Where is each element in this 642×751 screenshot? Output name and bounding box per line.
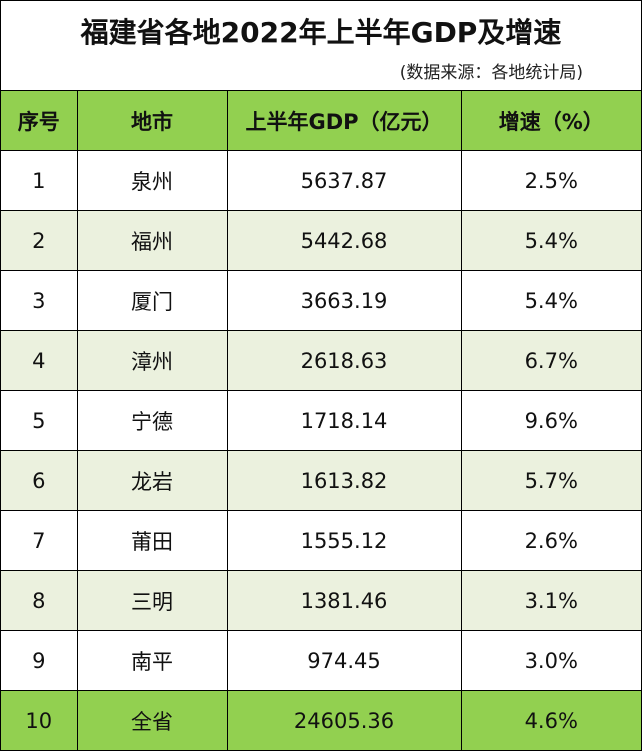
- cell-city: 宁德: [76, 390, 228, 451]
- cell-growth: 4.6%: [460, 690, 641, 750]
- cell-city: 泉州: [76, 150, 228, 211]
- cell-city: 漳州: [76, 330, 228, 391]
- cell-growth: 5.4%: [460, 210, 641, 271]
- cell-city: 龙岩: [76, 450, 228, 511]
- header-growth: 增速（%）: [460, 91, 641, 151]
- table-header-row: 序号 地市 上半年GDP（亿元） 增速（%）: [1, 91, 641, 151]
- table-row: 6 龙岩 1613.82 5.7%: [1, 450, 641, 511]
- table-row: 1 泉州 5637.87 2.5%: [1, 150, 641, 211]
- cell-index: 9: [1, 630, 78, 691]
- header-city: 地市: [76, 91, 228, 151]
- cell-gdp: 1718.14: [226, 390, 462, 451]
- cell-index: 1: [1, 150, 78, 211]
- cell-gdp: 2618.63: [226, 330, 462, 391]
- cell-growth: 2.5%: [460, 150, 641, 211]
- table-row: 9 南平 974.45 3.0%: [1, 630, 641, 691]
- table-row: 7 莆田 1555.12 2.6%: [1, 510, 641, 571]
- table-row: 2 福州 5442.68 5.4%: [1, 210, 641, 271]
- cell-index: 4: [1, 330, 78, 391]
- cell-gdp: 3663.19: [226, 270, 462, 331]
- cell-gdp: 974.45: [226, 630, 462, 691]
- cell-gdp: 5442.68: [226, 210, 462, 271]
- cell-city: 厦门: [76, 270, 228, 331]
- cell-index: 10: [1, 690, 78, 750]
- cell-gdp: 5637.87: [226, 150, 462, 211]
- cell-growth: 5.7%: [460, 450, 641, 511]
- cell-gdp: 1555.12: [226, 510, 462, 571]
- header-index: 序号: [1, 91, 78, 151]
- page-title: 福建省各地2022年上半年GDP及增速: [80, 16, 562, 49]
- table-row: 5 宁德 1718.14 9.6%: [1, 390, 641, 451]
- cell-gdp: 24605.36: [226, 690, 462, 750]
- cell-index: 3: [1, 270, 78, 331]
- cell-growth: 6.7%: [460, 330, 641, 391]
- cell-index: 2: [1, 210, 78, 271]
- cell-index: 5: [1, 390, 78, 451]
- cell-city: 莆田: [76, 510, 228, 571]
- cell-city: 福州: [76, 210, 228, 271]
- header-gdp: 上半年GDP（亿元）: [226, 91, 462, 151]
- data-source-note: (数据来源：各地统计局): [399, 63, 583, 83]
- cell-growth: 9.6%: [460, 390, 641, 451]
- table-row: 8 三明 1381.46 3.1%: [1, 570, 641, 631]
- cell-growth: 3.0%: [460, 630, 641, 691]
- cell-gdp: 1613.82: [226, 450, 462, 511]
- gdp-table: 序号 地市 上半年GDP（亿元） 增速（%） 1 泉州 5637.87 2.5%…: [1, 91, 641, 750]
- cell-growth: 2.6%: [460, 510, 641, 571]
- cell-index: 8: [1, 570, 78, 631]
- cell-city: 全省: [76, 690, 228, 750]
- cell-growth: 3.1%: [460, 570, 641, 631]
- cell-growth: 5.4%: [460, 270, 641, 331]
- cell-index: 6: [1, 450, 78, 511]
- table-total-row: 10 全省 24605.36 4.6%: [1, 690, 641, 750]
- cell-city: 三明: [76, 570, 228, 631]
- table-row: 4 漳州 2618.63 6.7%: [1, 330, 641, 391]
- cell-gdp: 1381.46: [226, 570, 462, 631]
- table-row: 3 厦门 3663.19 5.4%: [1, 270, 641, 331]
- cell-city: 南平: [76, 630, 228, 691]
- title-block: 福建省各地2022年上半年GDP及增速 (数据来源：各地统计局): [1, 1, 641, 91]
- cell-index: 7: [1, 510, 78, 571]
